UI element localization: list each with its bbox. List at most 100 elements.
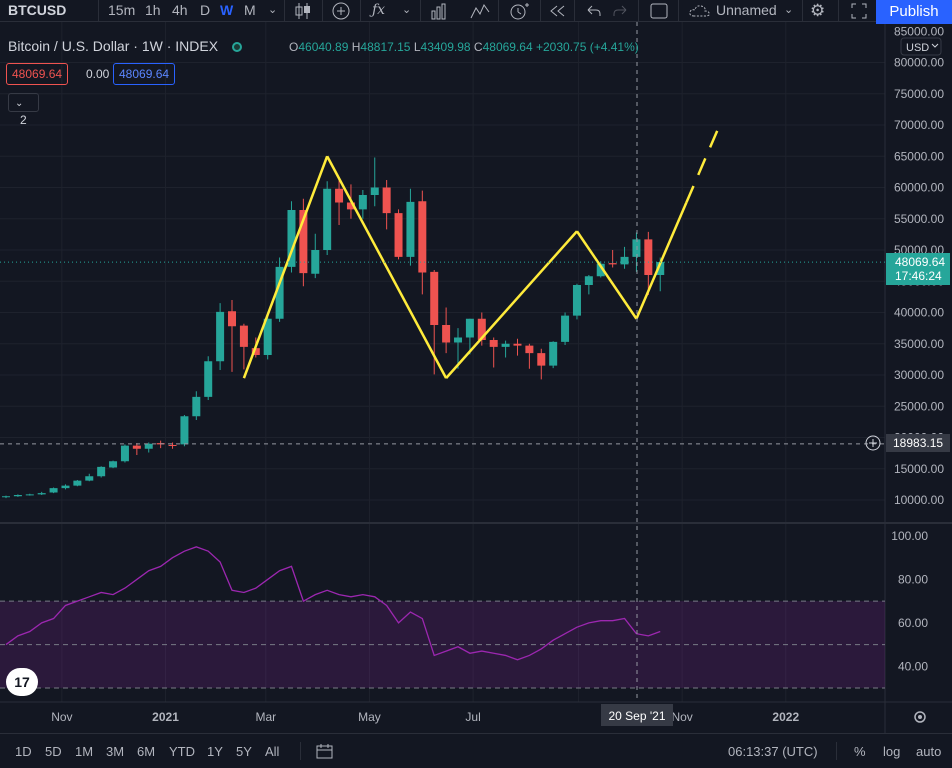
alert-clock-icon[interactable] <box>508 2 530 24</box>
range-ytd[interactable]: YTD <box>169 744 195 759</box>
candle-body <box>239 325 248 347</box>
drawing-segment <box>326 155 448 379</box>
ohlc-values: O46040.89 H48817.15 L43409.98 C48069.64 … <box>289 40 639 54</box>
interval-chevron-down-icon[interactable]: ⌄ <box>268 4 278 16</box>
candle-body <box>311 250 320 274</box>
indicators-toggle[interactable]: ⌄ 2 <box>8 93 39 127</box>
candle <box>192 391 201 420</box>
tradingview-logo[interactable]: 17 <box>6 668 38 696</box>
toolbar-divider <box>322 0 323 22</box>
range-all[interactable]: All <box>265 744 280 759</box>
interval-4h[interactable]: 4h <box>172 2 188 18</box>
fullscreen-icon[interactable] <box>850 2 868 24</box>
close-value: 48069.64 <box>482 40 533 54</box>
chevron-down-icon: ⌄ <box>15 98 24 109</box>
range-1m[interactable]: 1M <box>75 744 94 759</box>
candle-body <box>454 337 463 343</box>
percent-scale-toggle[interactable]: % <box>854 744 866 759</box>
add-compare-icon[interactable] <box>332 2 350 24</box>
crosshair-time-marker: 20 Sep '21 <box>601 704 673 726</box>
toolbar-divider <box>638 0 639 22</box>
candle <box>37 491 46 495</box>
range-5y[interactable]: 5Y <box>236 744 252 759</box>
candle-style-icon[interactable] <box>294 2 312 24</box>
candlestick-series <box>2 157 665 499</box>
candle <box>454 328 463 369</box>
candle-body <box>549 341 558 366</box>
layout-chevron-down-icon[interactable]: ⌄ <box>784 4 794 16</box>
drawing-segment <box>445 230 578 379</box>
price-tick-label: 30000.00 <box>894 368 944 382</box>
candle-body <box>168 445 177 446</box>
candle-body <box>109 461 118 468</box>
candle-body <box>180 416 189 445</box>
indicators-chevron-down-icon[interactable]: ⌄ <box>402 4 412 16</box>
candle <box>144 442 153 453</box>
toolbar-divider <box>838 0 839 22</box>
symbol-search[interactable]: BTCUSD <box>8 2 67 18</box>
buy-price-box[interactable]: 48069.64 <box>113 63 176 85</box>
candle <box>549 341 558 369</box>
financials-icon[interactable] <box>430 2 448 24</box>
candle-body <box>49 488 58 493</box>
candle-body <box>37 493 46 495</box>
currency-selector[interactable]: USD <box>900 37 942 56</box>
indicators-fx-icon[interactable]: ƒx <box>372 2 386 18</box>
undo-icon[interactable] <box>584 2 602 24</box>
candle-body <box>537 353 546 366</box>
publish-button[interactable]: Publish <box>876 0 952 24</box>
fullscreen-box-icon[interactable] <box>650 2 668 24</box>
candle-body <box>73 480 82 486</box>
candle <box>335 176 344 225</box>
templates-icon[interactable] <box>470 2 490 24</box>
top-toolbar: BTCUSD 15m 1h 4h D W M ⌄ ƒx ⌄ Unnam <box>0 0 952 24</box>
time-axis-settings-icon[interactable] <box>914 711 926 723</box>
candle-body <box>382 187 391 214</box>
rsi-tick-label: 100.00 <box>891 529 928 543</box>
range-3m[interactable]: 3M <box>106 744 125 759</box>
high-value: 48817.15 <box>360 40 411 54</box>
trend-drawing[interactable] <box>242 124 721 379</box>
time-tick-label: May <box>358 710 381 724</box>
interval-1h[interactable]: 1h <box>145 2 161 18</box>
interval-w[interactable]: W <box>220 2 234 18</box>
low-value: 43409.98 <box>420 40 471 54</box>
range-5d[interactable]: 5D <box>45 744 62 759</box>
candle <box>596 261 605 278</box>
candle <box>263 312 272 360</box>
range-6m[interactable]: 6M <box>137 744 156 759</box>
candle-body <box>61 485 70 489</box>
sell-price-box[interactable]: 48069.64 <box>6 63 69 85</box>
candle <box>311 233 320 279</box>
candle-body <box>97 466 106 477</box>
interval-15m[interactable]: 15m <box>108 2 136 18</box>
candle-body <box>335 188 344 203</box>
rsi-tick-label: 60.00 <box>898 616 928 630</box>
candle <box>299 198 308 287</box>
candle <box>394 209 403 260</box>
log-scale-toggle[interactable]: log <box>883 744 901 759</box>
range-1d[interactable]: 1D <box>15 744 32 759</box>
price-tick-label: 65000.00 <box>894 149 944 163</box>
utc-clock[interactable]: 06:13:37 (UTC) <box>728 744 818 759</box>
date-range-icon[interactable] <box>316 743 334 759</box>
toolbar-divider <box>836 742 837 760</box>
layout-name[interactable]: Unnamed <box>716 2 777 18</box>
interval-d[interactable]: D <box>200 2 211 18</box>
price-tick-label: 55000.00 <box>894 212 944 226</box>
redo-icon[interactable] <box>612 2 630 24</box>
settings-gear-icon[interactable]: ⚙ <box>810 1 826 20</box>
range-1y[interactable]: 1Y <box>207 744 223 759</box>
replay-icon[interactable] <box>548 2 566 24</box>
candle-body <box>513 343 522 346</box>
candle-body <box>323 188 332 250</box>
candle-body <box>525 345 534 354</box>
candle <box>477 312 486 346</box>
candle <box>49 487 58 494</box>
interval-m[interactable]: M <box>244 2 256 18</box>
grid-lines <box>0 22 885 702</box>
rsi-tick-label: 80.00 <box>898 572 928 586</box>
candle-body <box>228 311 237 327</box>
auto-scale-toggle[interactable]: auto <box>916 744 942 759</box>
